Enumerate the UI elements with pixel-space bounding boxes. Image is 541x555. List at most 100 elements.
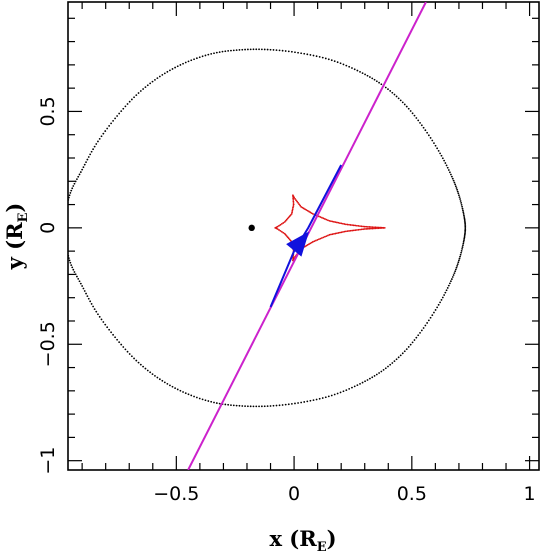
critical-curve-dot — [448, 282, 451, 285]
critical-curve-dot — [65, 241, 67, 243]
critical-curve-dot — [64, 229, 66, 231]
critical-curve-dot — [68, 250, 69, 252]
critical-curve-dot — [179, 389, 182, 392]
critical-curve-dot — [361, 381, 364, 384]
critical-curve-dot — [64, 220, 66, 222]
critical-curve-dot — [462, 211, 465, 214]
critical-curve-dot — [70, 189, 73, 192]
caustic-dot — [282, 222, 285, 224]
critical-curve-dot — [72, 268, 75, 271]
critical-curve-dot — [161, 379, 164, 382]
critical-curve-dot — [387, 365, 389, 368]
critical-curve-dot — [457, 192, 460, 195]
critical-curve-dot — [318, 397, 321, 400]
critical-curve-dot — [95, 310, 98, 313]
critical-curve-dot — [201, 398, 204, 401]
critical-curve-dot — [300, 52, 303, 55]
critical-curve-dot — [230, 404, 232, 407]
critical-curve-dot — [198, 397, 201, 400]
critical-curve-dot — [321, 397, 324, 399]
caustic-dot — [279, 223, 282, 226]
critical-curve-dot — [351, 386, 353, 389]
critical-curve-dot — [65, 243, 67, 245]
critical-curve-dot — [218, 402, 221, 405]
critical-curve-dot — [260, 405, 263, 408]
critical-curve-dot — [198, 56, 201, 59]
critical-curve-dot — [419, 121, 421, 124]
critical-curve-dot — [126, 103, 129, 105]
critical-curve-dot — [65, 215, 67, 217]
critical-curve-dot — [422, 126, 425, 129]
critical-curve-dot — [195, 57, 198, 60]
critical-curve-dot — [426, 322, 429, 324]
critical-curve-dot — [348, 65, 351, 68]
critical-curve-dot — [73, 182, 76, 185]
critical-curve-dot — [77, 278, 80, 280]
critical-curve-dot — [71, 187, 74, 190]
critical-curve-dot — [290, 402, 293, 405]
caustic-dot — [276, 228, 279, 230]
critical-curve-dot — [455, 266, 458, 269]
critical-curve-dot — [306, 53, 309, 56]
critical-curve-dot — [227, 403, 230, 406]
caustic-dot — [292, 199, 295, 201]
critical-curve-dot — [151, 373, 154, 375]
caustic-dot — [333, 220, 335, 223]
critical-curve-dot — [241, 405, 244, 407]
critical-curve-dot — [249, 405, 252, 408]
caustic-dot — [284, 233, 287, 236]
critical-curve-dot — [154, 374, 156, 377]
critical-curve-dot — [135, 359, 138, 362]
critical-curve-dot — [461, 248, 463, 250]
critical-curve-dot — [446, 287, 449, 289]
caustic-dot — [383, 226, 386, 229]
caustic-dot — [292, 205, 295, 208]
caustic-dot — [365, 225, 368, 228]
critical-curve-dot — [190, 59, 193, 62]
critical-curve-dot — [444, 162, 447, 164]
caustic-dot — [285, 218, 288, 221]
caustic-dot — [340, 231, 343, 234]
critical-curve-dot — [68, 204, 69, 206]
critical-curve-dot — [448, 171, 451, 174]
caustic-dot — [382, 227, 385, 229]
y-tick-label: −0.5 — [37, 321, 59, 367]
critical-curve-dot — [114, 117, 116, 120]
critical-curve-dot — [110, 122, 113, 125]
critical-curve-dot — [426, 131, 429, 134]
critical-curve-dot — [324, 57, 327, 60]
caustic-dot — [310, 212, 313, 215]
critical-curve-dot — [464, 226, 467, 229]
caustic-dot — [359, 228, 361, 231]
critical-curve-dot — [364, 73, 366, 76]
critical-curve-dot — [429, 316, 432, 319]
critical-curve-dot — [100, 318, 103, 321]
critical-curve-dot — [139, 90, 142, 92]
caustic-dot — [291, 211, 293, 214]
caustic-dot — [338, 222, 341, 224]
critical-curve-dot — [294, 402, 296, 405]
critical-curve-dot — [266, 48, 269, 51]
critical-curve-dot — [92, 305, 94, 308]
critical-curve-dot — [434, 309, 437, 311]
critical-curve-dot — [68, 259, 71, 262]
critical-curve-dot — [452, 179, 455, 182]
x-tick-label: −0.5 — [153, 483, 199, 505]
critical-curve-dot — [460, 202, 463, 204]
critical-curve-dot — [443, 294, 446, 296]
critical-curve-dot — [431, 314, 434, 317]
caustic-dot — [360, 228, 363, 231]
critical-curve-dot — [210, 400, 213, 403]
caustic-dot — [352, 229, 355, 232]
caustic-dot — [348, 230, 350, 232]
critical-curve-dot — [65, 239, 67, 241]
critical-curve-dot — [424, 324, 427, 327]
critical-curve-dot — [455, 187, 458, 189]
critical-curve-dot — [102, 321, 105, 323]
critical-curve-dot — [373, 375, 376, 377]
caustic-dot — [286, 217, 289, 220]
critical-curve-dot — [86, 158, 89, 161]
critical-curve-dot — [458, 259, 460, 262]
critical-curve-dot — [95, 143, 98, 145]
critical-curve-dot — [375, 373, 378, 376]
